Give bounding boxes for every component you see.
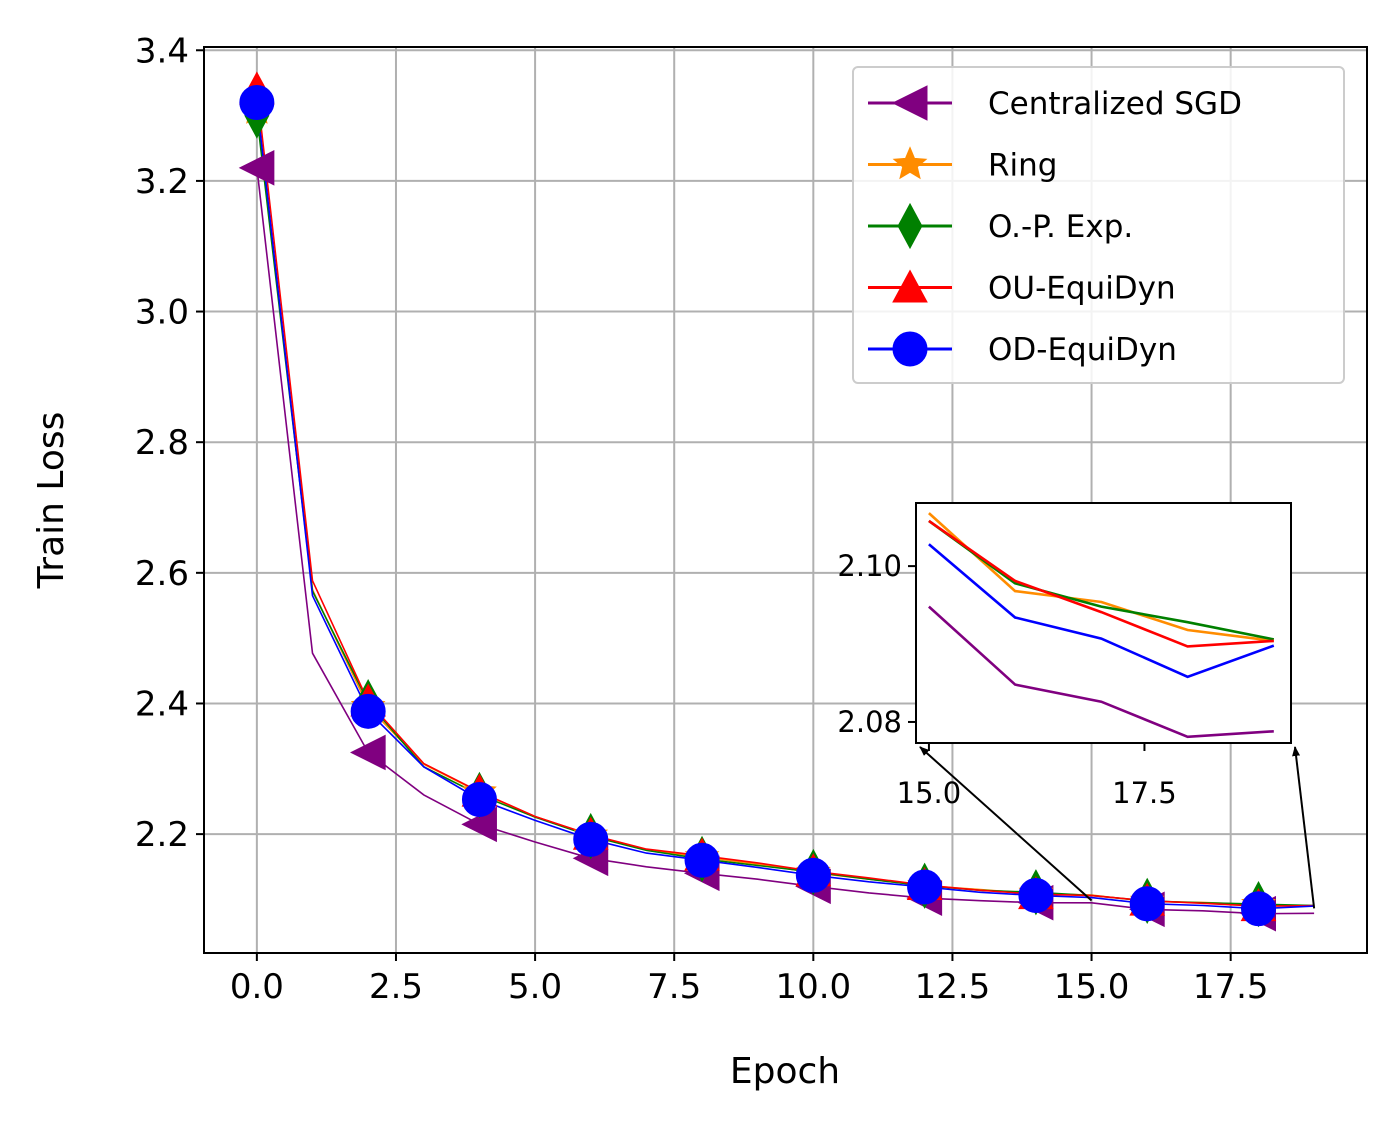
x-tick-label: 5.0: [508, 967, 562, 1007]
series-marker-od-equidyn: [1129, 886, 1165, 922]
y-tick-label: 2.6: [135, 554, 189, 594]
series-marker-centralized-sgd: [238, 150, 275, 186]
inset-y-tick-label: 2.08: [837, 705, 902, 739]
series-marker-od-equidyn: [461, 781, 497, 817]
y-axis-label: Train Loss: [31, 412, 72, 590]
inset-line-o-p-exp: [928, 519, 1275, 641]
x-tick-label: 10.0: [775, 967, 851, 1007]
legend-marker-ou-equidyn: [892, 269, 928, 303]
inset-series-lines: [928, 512, 1275, 739]
inset-x-tick-label: 17.5: [1112, 776, 1177, 810]
legend-entry-centralized-sgd: Centralized SGD: [868, 85, 1242, 122]
series-marker-od-equidyn: [795, 857, 831, 893]
series-marker-od-equidyn: [350, 693, 386, 729]
series-marker-od-equidyn: [684, 842, 720, 878]
inset-connector-arrows: [919, 746, 1316, 909]
series-marker-od-equidyn: [1240, 891, 1276, 927]
series-marker-od-equidyn: [573, 821, 609, 857]
inset-axis-ticks: 15.0 17.5 2.08 2.10: [837, 549, 1176, 810]
legend-entry-ring: Ring: [868, 146, 1057, 184]
series-marker-od-equidyn: [1018, 878, 1054, 914]
legend-label-ring: Ring: [988, 148, 1057, 184]
x-tick-label: 15.0: [1054, 967, 1130, 1007]
inset-background: [916, 503, 1291, 743]
x-tick-label: 0.0: [230, 967, 284, 1007]
legend-entry-o-p-exp: O.-P. Exp.: [868, 202, 1133, 250]
legend-label-centralized-sgd: Centralized SGD: [988, 86, 1242, 122]
inset-line-ou-equidyn: [928, 519, 1274, 648]
inset-line-ring: [928, 512, 1274, 643]
y-tick-label: 3.4: [135, 31, 189, 71]
legend-marker-ring: [892, 146, 928, 180]
x-tick-label: 7.5: [647, 967, 701, 1007]
inset-arrow-right: [1292, 746, 1316, 909]
legend-entry-ou-equidyn: OU-EquiDyn: [868, 269, 1176, 307]
inset-line-centralized-sgd: [928, 605, 1274, 739]
y-tick-label: 3.0: [135, 293, 189, 333]
y-tick-label: 2.2: [135, 815, 189, 855]
main-axis-ticks: 0.0 2.5 5.0 7.5 10.0 12.5 15.0 17.5 2.2 2.4 2.6 2.8…: [135, 31, 1269, 1007]
inset-frame: [915, 502, 1292, 744]
series-marker-od-equidyn: [907, 869, 943, 905]
legend-box: [852, 66, 1345, 384]
inset-y-tick-label: 2.10: [837, 549, 902, 583]
legend-marker-od-equidyn: [892, 331, 928, 367]
x-tick-label: 17.5: [1193, 967, 1269, 1007]
legend-marker-centralized-sgd: [891, 85, 928, 121]
x-axis-label: Epoch: [730, 1051, 840, 1092]
main-series-markers: [238, 71, 1277, 932]
series-marker-od-equidyn: [239, 85, 275, 121]
plot-frame: [203, 46, 1368, 954]
inset-arrow-left: [919, 746, 1093, 902]
legend-entry-od-equidyn: OD-EquiDyn: [868, 331, 1177, 368]
legend-label-od-equidyn: OD-EquiDyn: [988, 332, 1177, 368]
x-tick-label: 2.5: [369, 967, 423, 1007]
inset-x-tick-label: 15.0: [897, 776, 962, 810]
legend-label-o-p-exp: O.-P. Exp.: [988, 209, 1133, 245]
y-tick-label: 2.8: [135, 423, 189, 463]
y-tick-label: 2.4: [135, 684, 189, 724]
legend: Centralized SGD Ring O.-P. Exp. OU-EquiDyn O…: [852, 66, 1345, 384]
x-tick-label: 12.5: [915, 967, 991, 1007]
y-tick-label: 3.2: [135, 162, 189, 202]
legend-marker-o-p-exp: [897, 202, 923, 250]
legend-label-ou-equidyn: OU-EquiDyn: [988, 271, 1176, 307]
series-marker-centralized-sgd: [350, 734, 386, 771]
inset-line-od-equidyn: [928, 543, 1275, 679]
